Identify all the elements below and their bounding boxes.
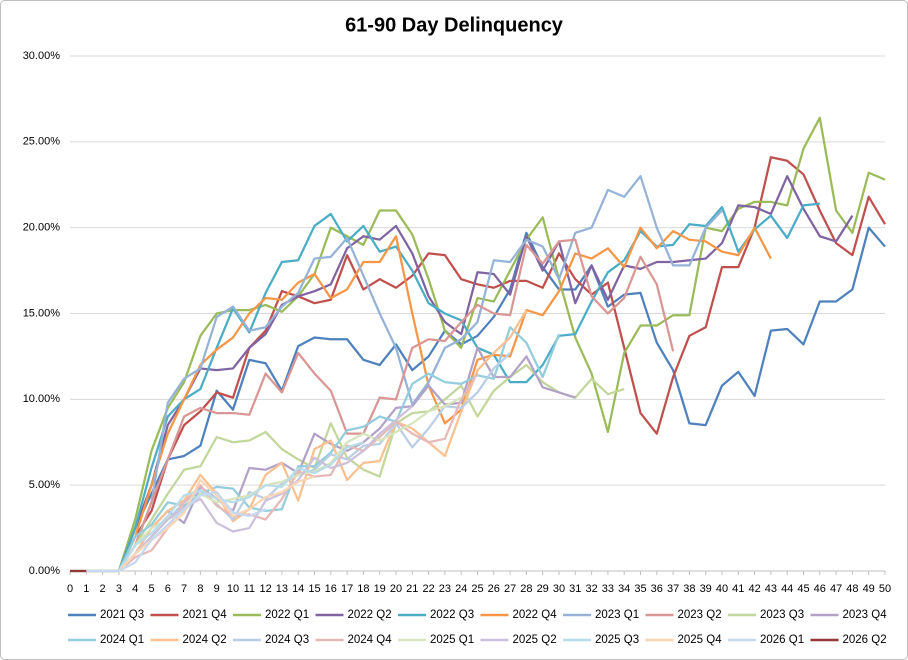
legend-label: 2022 Q2	[348, 609, 392, 621]
legend-label: 2023 Q1	[595, 609, 639, 621]
legend-label: 2021 Q3	[100, 609, 144, 621]
x-tick-label: 11	[244, 583, 255, 595]
x-tick-label: 50	[879, 583, 891, 595]
x-tick-label: 19	[374, 583, 386, 595]
x-tick-label: 31	[569, 583, 581, 595]
x-tick-label: 0	[67, 583, 73, 595]
x-tick-label: 34	[618, 583, 630, 595]
x-tick-label: 12	[259, 583, 271, 595]
x-tick-label: 41	[732, 583, 744, 595]
x-tick-label: 26	[488, 583, 500, 595]
x-tick-label: 3	[116, 583, 122, 595]
y-tick-label: 10.00%	[23, 393, 61, 405]
x-tick-label: 32	[585, 583, 597, 595]
x-tick-label: 36	[651, 583, 663, 595]
legend-label: 2025 Q4	[678, 634, 723, 646]
x-tick-label: 33	[602, 583, 614, 595]
series-line	[70, 226, 772, 573]
series-line	[70, 372, 479, 573]
x-tick-label: 23	[439, 583, 451, 595]
legend-label: 2025 Q1	[430, 634, 474, 646]
series-line	[70, 116, 886, 573]
x-tick-label: 20	[390, 583, 402, 595]
y-tick-label: 20.00%	[23, 222, 61, 234]
x-tick-label: 8	[197, 583, 203, 595]
x-tick-label: 9	[214, 583, 220, 595]
legend-label: 2023 Q2	[678, 609, 722, 621]
legend-label: 2025 Q2	[513, 634, 557, 646]
series-line	[70, 363, 625, 573]
x-tick-label: 2	[100, 583, 106, 595]
y-tick-label: 5.00%	[29, 479, 60, 491]
series-line	[70, 226, 886, 573]
x-tick-label: 30	[553, 583, 565, 595]
series-line	[70, 156, 886, 573]
legend-label: 2022 Q3	[430, 609, 474, 621]
x-tick-label: 38	[683, 583, 695, 595]
legend-label: 2024 Q4	[348, 634, 393, 646]
legend-label: 2025 Q3	[595, 634, 639, 646]
x-tick-label: 47	[830, 583, 842, 595]
legend-label: 2022 Q1	[265, 609, 309, 621]
x-tick-label: 40	[716, 583, 728, 595]
x-tick-label: 17	[341, 583, 353, 595]
x-tick-label: 18	[357, 583, 369, 595]
legend-label: 2026 Q2	[843, 634, 887, 646]
legend-label: 2024 Q1	[100, 634, 144, 646]
x-tick-label: 27	[504, 583, 516, 595]
x-tick-label: 28	[520, 583, 532, 595]
legend-label: 2022 Q4	[513, 609, 558, 621]
x-tick-label: 29	[537, 583, 549, 595]
x-tick-label: 46	[814, 583, 826, 595]
legend-label: 2021 Q4	[183, 609, 228, 621]
x-tick-label: 39	[700, 583, 712, 595]
series-line	[70, 490, 267, 573]
chart-title: 61-90 Day Delinquency	[345, 14, 564, 36]
x-tick-label: 10	[227, 583, 239, 595]
x-tick-label: 25	[471, 583, 483, 595]
x-tick-label: 14	[292, 583, 304, 595]
x-tick-label: 35	[634, 583, 646, 595]
legend-label: 2023 Q3	[760, 609, 804, 621]
x-tick-label: 45	[797, 583, 809, 595]
x-tick-label: 22	[422, 583, 434, 595]
x-tick-label: 5	[148, 583, 154, 595]
legend-label: 2023 Q4	[843, 609, 888, 621]
x-tick-label: 16	[325, 583, 337, 595]
series-line	[70, 238, 675, 573]
legend-label: 2026 Q1	[760, 634, 804, 646]
y-tick-label: 0.00%	[29, 565, 60, 577]
x-tick-label: 13	[276, 583, 288, 595]
y-tick-label: 15.00%	[23, 307, 61, 319]
x-tick-label: 15	[308, 583, 320, 595]
x-tick-label: 6	[165, 583, 171, 595]
series-line	[70, 202, 820, 573]
series-line	[70, 175, 723, 573]
x-tick-label: 21	[406, 583, 418, 595]
x-tick-label: 1	[83, 583, 89, 595]
x-tick-label: 24	[455, 583, 467, 595]
legend-label: 2024 Q2	[183, 634, 227, 646]
x-tick-label: 49	[863, 583, 875, 595]
x-tick-label: 37	[667, 583, 679, 595]
y-tick-label: 25.00%	[23, 136, 61, 148]
x-tick-label: 7	[181, 583, 187, 595]
x-tick-label: 43	[765, 583, 777, 595]
y-tick-label: 30.00%	[23, 50, 61, 62]
x-tick-label: 42	[748, 583, 760, 595]
x-tick-label: 4	[132, 583, 138, 595]
x-tick-label: 44	[781, 583, 793, 595]
legend-label: 2024 Q3	[265, 634, 309, 646]
x-tick-label: 48	[846, 583, 858, 595]
